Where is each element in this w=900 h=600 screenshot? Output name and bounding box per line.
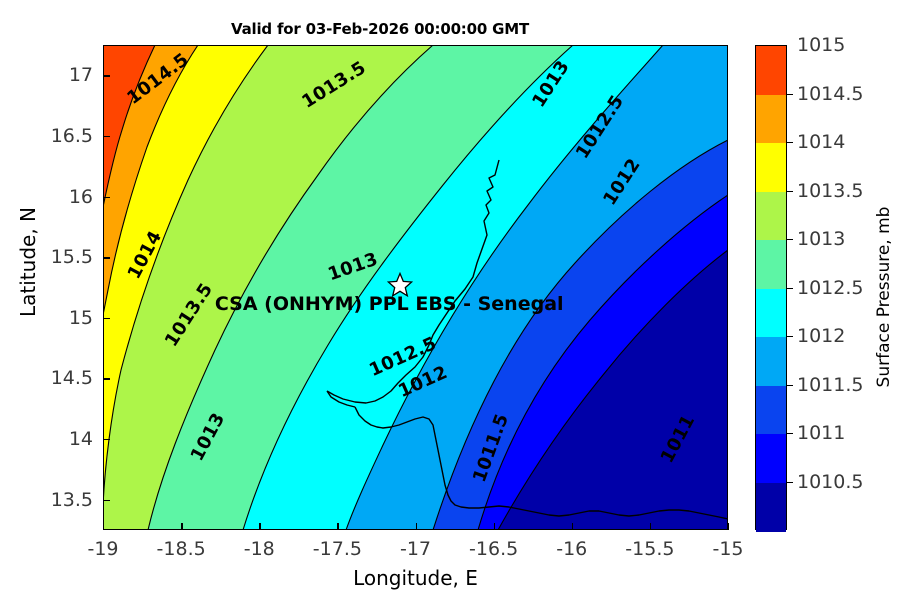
y-tick-label: 16.5: [50, 124, 93, 147]
x-tick-mark: [181, 523, 183, 530]
band-1013p5-1014: [103, 45, 268, 530]
colorbar-tick-label: 1014.5: [797, 82, 864, 105]
y-tick-mark: [103, 75, 110, 77]
colorbar-tick-mark: [787, 481, 793, 483]
x-tick-mark: [571, 523, 574, 530]
y-axis-label: Latitude, N: [16, 207, 40, 317]
colorbar-band: [756, 46, 786, 96]
x-tick-label: -16.5: [469, 538, 519, 560]
colorbar-tick-label: 1011: [797, 422, 846, 444]
colorbar-tick-label: 1011.5: [797, 373, 864, 396]
colorbar-tick-mark: [787, 142, 793, 144]
y-tick-mark: [103, 257, 110, 259]
colorbar-title: Surface Pressure, mb: [874, 206, 894, 388]
colorbar-tick-label: 1010.5: [797, 470, 864, 493]
colorbar-tick-mark: [787, 93, 793, 95]
y-tick-label: 16: [68, 185, 93, 208]
y-tick-label: 14: [68, 428, 93, 451]
y-tick-label: 13.5: [50, 488, 93, 511]
colorbar-tick-mark: [787, 239, 793, 241]
colorbar-band: [756, 143, 786, 193]
colorbar-tick-mark: [787, 287, 793, 289]
x-tick-label: -15: [712, 538, 744, 560]
colorbar-tick-label: 1013: [797, 228, 846, 250]
x-tick-label: -19: [87, 538, 119, 560]
colorbar-band: [756, 482, 786, 532]
x-tick-label: -17: [399, 538, 432, 560]
colorbar-tick-label: 1015: [797, 34, 846, 56]
colorbar[interactable]: [755, 45, 787, 532]
x-tick-label: -18.5: [156, 538, 206, 560]
y-tick-mark: [103, 196, 110, 198]
contour-map-svg: [103, 45, 728, 530]
contour-bands-group: [103, 45, 728, 530]
y-tick-label: 17: [68, 64, 93, 87]
y-tick-label: 15.5: [50, 246, 93, 269]
colorbar-tick-mark: [787, 336, 793, 338]
colorbar-tick-label: 1013.5: [797, 179, 864, 202]
colorbar-band: [756, 240, 786, 290]
y-tick-label: 15: [68, 306, 93, 329]
colorbar-tick-label: 1012: [797, 325, 846, 347]
x-tick-mark: [728, 523, 730, 530]
x-tick-label: -15.5: [625, 538, 675, 560]
x-tick-mark: [649, 523, 652, 530]
colorbar-tick-label: 1014: [797, 131, 846, 153]
x-tick-label: -18: [243, 538, 275, 560]
colorbar-band: [756, 434, 786, 484]
colorbar-band: [756, 94, 786, 144]
x-tick-label: -16: [556, 538, 588, 560]
contour-lines-group: [103, 45, 728, 530]
x-axis-label: Longitude, E: [353, 566, 478, 590]
x-tick-mark: [493, 523, 496, 530]
colorbar-band: [756, 288, 786, 338]
y-tick-label: 14.5: [50, 367, 93, 390]
colorbar-tick-mark: [787, 190, 793, 192]
star-marker-icon[interactable]: [386, 272, 413, 298]
y-tick-mark: [103, 378, 110, 380]
y-tick-mark: [103, 317, 110, 320]
y-tick-mark: [103, 439, 110, 441]
y-tick-mark: [103, 135, 110, 138]
colorbar-band: [756, 385, 786, 435]
x-tick-mark: [337, 523, 339, 530]
x-tick-mark: [415, 523, 417, 530]
colorbar-band: [756, 337, 786, 387]
site-annotation-label: CSA (ONHYM) PPL EBS - Senegal: [214, 293, 564, 316]
band-1014p5-1015: [103, 45, 155, 207]
y-tick-mark: [103, 499, 110, 502]
page-title: Valid for 03-Feb-2026 00:00:00 GMT: [231, 20, 529, 38]
contour-plot-area[interactable]: [103, 45, 728, 530]
colorbar-tick-mark: [787, 384, 793, 386]
x-tick-mark: [259, 523, 261, 530]
colorbar-tick-label: 1012.5: [797, 276, 864, 299]
x-tick-mark: [103, 523, 105, 530]
colorbar-band: [756, 191, 786, 241]
x-tick-label: -17.5: [312, 538, 362, 560]
colorbar-tick-mark: [787, 433, 793, 435]
coastline-path: [326, 159, 728, 520]
